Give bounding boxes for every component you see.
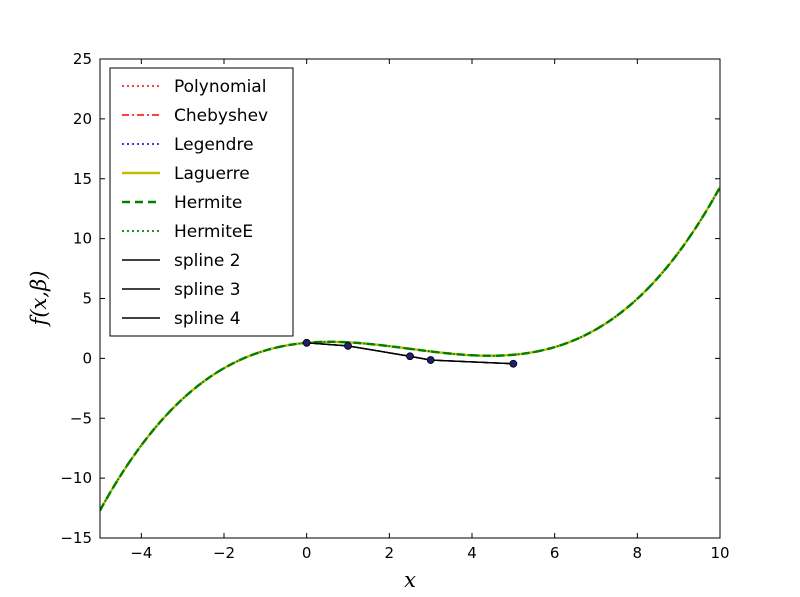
y-tick-label: 0 [82, 349, 92, 367]
x-tick-label: −4 [130, 544, 152, 562]
sample-point [426, 356, 435, 364]
y-tick-label: 20 [73, 110, 92, 128]
legend-label: HermiteE [174, 222, 253, 242]
legend-label: Laguerre [174, 164, 250, 184]
x-tick-label: 4 [467, 544, 477, 562]
x-axis-label: x [404, 568, 416, 592]
y-tick-label: −10 [60, 469, 92, 487]
x-tick-label: 10 [710, 544, 729, 562]
x-tick-label: 8 [633, 544, 643, 562]
legend-label: Hermite [174, 193, 242, 213]
sample-point [406, 352, 414, 361]
x-tick-label: 2 [385, 544, 395, 562]
x-tick-label: 6 [550, 544, 560, 562]
ticks-layer: −4 −2 0 2 4 6 8 10 −15 −10 −5 0 5 10 15 20 25 [60, 50, 729, 562]
legend-label: Chebyshev [174, 106, 268, 126]
legend: Polynomial Chebyshev Legendre Laguerre Hermi… [109, 67, 294, 337]
x-tick-label: −2 [213, 544, 235, 562]
series-line-hermitee [100, 186, 720, 511]
y-tick-label: −15 [60, 529, 92, 547]
legend-label: Polynomial [174, 77, 266, 97]
sample-point [509, 359, 518, 368]
legend-label: spline 4 [174, 309, 241, 329]
sample-point [344, 342, 352, 350]
y-tick-label: 25 [73, 50, 92, 68]
legend-label: Legendre [174, 135, 254, 155]
sample-point [302, 338, 311, 347]
y-tick-label: 5 [82, 290, 92, 308]
y-axis-label: f(x,β) [27, 271, 51, 328]
sample-points-layer [302, 338, 518, 368]
y-tick-label: 15 [73, 170, 92, 188]
legend-label: spline 2 [174, 251, 241, 271]
legend-label: spline 3 [174, 280, 241, 300]
y-tick-label: −5 [70, 409, 92, 427]
x-tick-label: 0 [302, 544, 312, 562]
series-layer [100, 186, 720, 512]
y-tick-label: 10 [73, 230, 92, 248]
